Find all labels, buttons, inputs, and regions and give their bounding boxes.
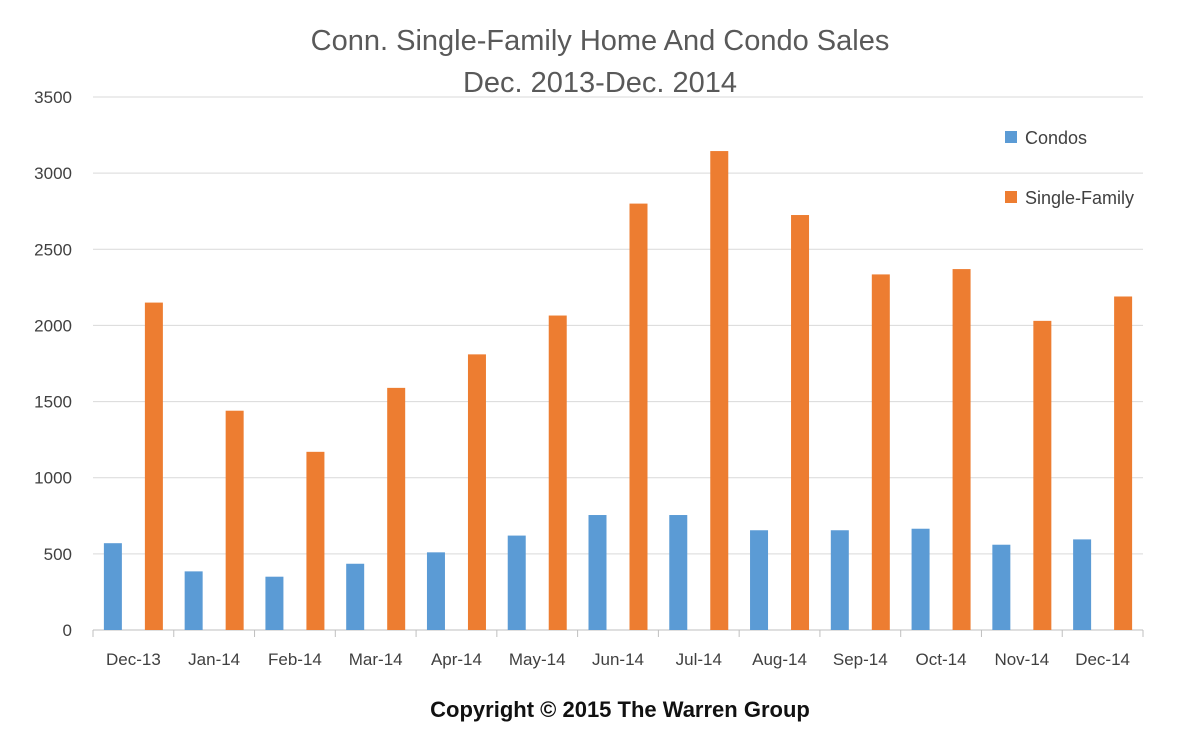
y-axis-ticks: 0 500 1000 1500 2000 2500 3000 3500 <box>34 88 72 640</box>
condos-bar-sep-14 <box>830 530 849 630</box>
x-tick-label: Nov-14 <box>994 650 1049 669</box>
single-family-bar-sep-14 <box>871 274 890 630</box>
single-family-bar-dec-13 <box>144 302 163 630</box>
condos-bar-apr-14 <box>426 552 445 630</box>
y-tick-label: 1500 <box>34 393 72 412</box>
condos-bar-oct-14 <box>911 528 930 630</box>
condos-bar-dec-14 <box>1073 539 1092 630</box>
x-axis-ticks: Dec-13 Jan-14 Feb-14 Mar-14 Apr-14 May-14 Jun-… <box>106 650 1130 669</box>
y-tick-label: 1000 <box>34 469 72 488</box>
condos-legend-label: Condos <box>1025 128 1087 148</box>
x-tick-label: Oct-14 <box>916 650 967 669</box>
single-family-bar-jul-14 <box>710 151 729 630</box>
y-tick-label: 500 <box>44 545 72 564</box>
gridlines <box>92 96 1144 637</box>
chart-title-line-2: Dec. 2013-Dec. 2014 <box>463 67 737 99</box>
single-family-legend-swatch <box>1005 191 1017 203</box>
x-tick-label: Dec-13 <box>106 650 161 669</box>
x-tick-label: Mar-14 <box>349 650 403 669</box>
x-tick-label: Dec-14 <box>1075 650 1130 669</box>
condos-bar-mar-14 <box>346 563 365 630</box>
single-family-legend-label: Single-Family <box>1025 188 1134 208</box>
x-tick-label: Aug-14 <box>752 650 807 669</box>
chart-title-line-1: Conn. Single-Family Home And Condo Sales <box>311 25 890 57</box>
condos-bar-jun-14 <box>588 515 607 630</box>
condos-bar-aug-14 <box>750 530 769 630</box>
condos-bar-dec-13 <box>103 543 122 630</box>
single-family-bar-apr-14 <box>467 354 486 630</box>
x-tick-label: May-14 <box>509 650 566 669</box>
copyright-notice: Copyright © 2015 The Warren Group <box>430 697 810 722</box>
single-family-bar-dec-14 <box>1114 296 1133 630</box>
legend: Condos Single-Family <box>1005 128 1134 208</box>
x-tick-label: Jan-14 <box>188 650 240 669</box>
single-family-bar-nov-14 <box>1033 320 1052 630</box>
condos-bar-nov-14 <box>992 544 1011 630</box>
single-family-bar-aug-14 <box>791 215 810 630</box>
y-tick-label: 3500 <box>34 88 72 107</box>
single-family-bar-oct-14 <box>952 269 971 630</box>
single-family-bar-feb-14 <box>306 451 325 630</box>
condos-legend-swatch <box>1005 131 1017 143</box>
y-tick-label: 0 <box>63 621 72 640</box>
bars <box>103 151 1133 630</box>
condos-bar-jul-14 <box>669 515 688 630</box>
y-tick-label: 3000 <box>34 164 72 183</box>
single-family-bar-may-14 <box>548 315 567 630</box>
x-tick-label: Feb-14 <box>268 650 322 669</box>
y-tick-label: 2000 <box>34 316 72 335</box>
single-family-bar-jun-14 <box>629 203 648 630</box>
condos-bar-may-14 <box>507 535 526 630</box>
x-tick-label: Jun-14 <box>592 650 644 669</box>
x-tick-label: Jul-14 <box>676 650 722 669</box>
single-family-bar-mar-14 <box>387 387 406 630</box>
x-tick-label: Sep-14 <box>833 650 888 669</box>
x-tick-label: Apr-14 <box>431 650 482 669</box>
y-tick-label: 2500 <box>34 240 72 259</box>
condos-bar-jan-14 <box>184 571 203 630</box>
single-family-bar-jan-14 <box>225 410 244 630</box>
condos-bar-feb-14 <box>265 576 284 630</box>
